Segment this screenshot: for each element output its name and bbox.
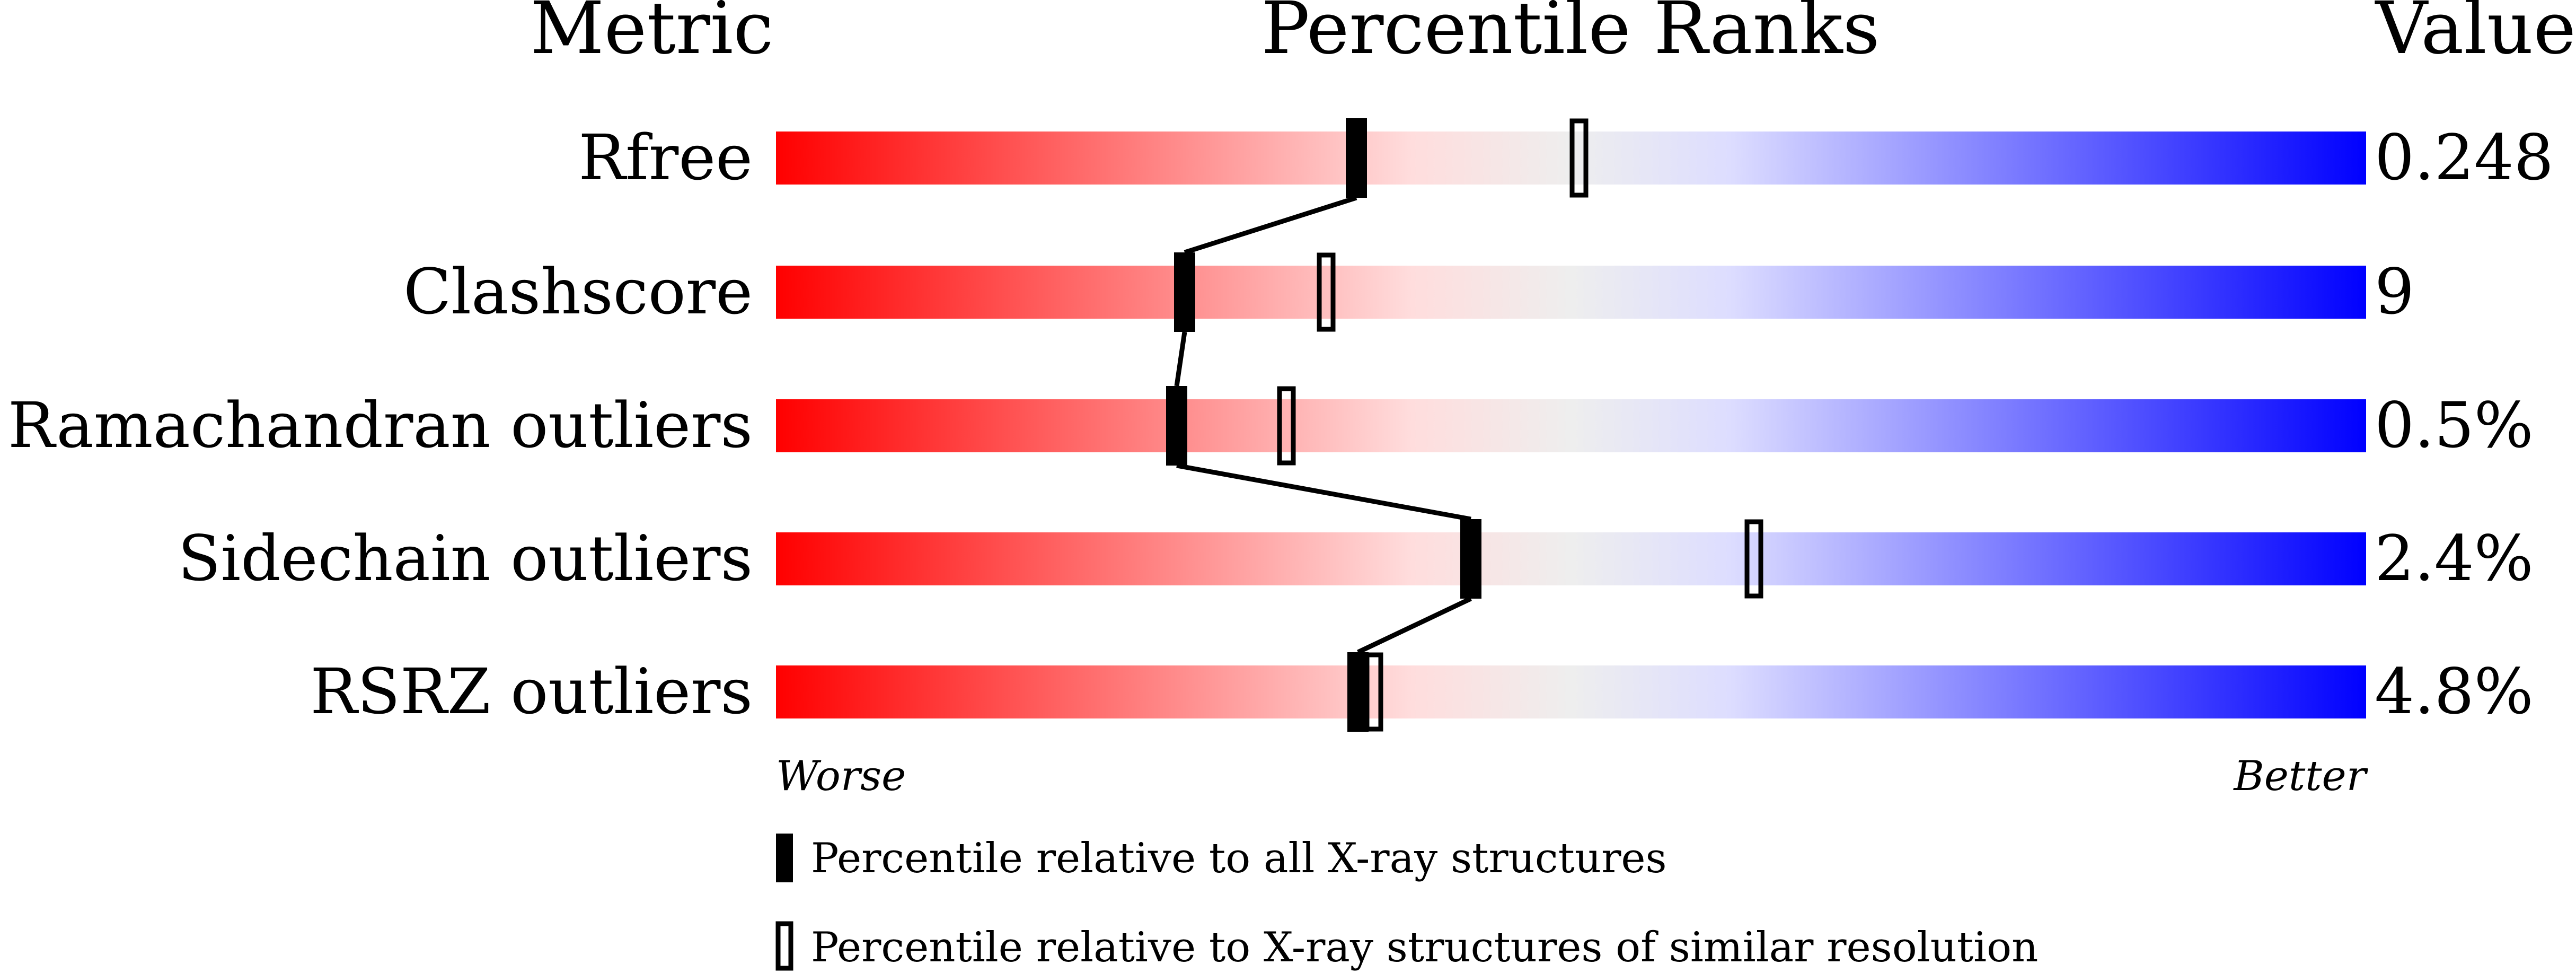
metric-value: 2.4% (2375, 522, 2534, 595)
marker-similar-resolution (1744, 519, 1763, 599)
marker-all-structures (1346, 118, 1367, 198)
metric-row: RSRZ outliers 4.8% (310, 652, 2534, 732)
metric-value: 4.8% (2375, 655, 2534, 728)
metric-label: Rfree (578, 121, 753, 194)
metric-value: 0.5% (2375, 389, 2534, 462)
metric-row: Clashscore 9 (403, 252, 2414, 332)
connector-line (1357, 596, 1472, 655)
header-value: Value (2375, 0, 2576, 71)
header-metric: Metric (530, 0, 773, 71)
header-percentile-ranks: Percentile Ranks (1261, 0, 1880, 71)
percentile-bar (776, 399, 2366, 452)
connector-line (1176, 463, 1471, 522)
percentile-bar (776, 266, 2366, 319)
marker-all-structures (1347, 652, 1369, 732)
metric-row: Sidechain outliers 2.4% (178, 519, 2534, 599)
connector-line (1184, 195, 1357, 255)
marker-all-structures (1460, 519, 1481, 599)
percentile-bar (776, 532, 2366, 585)
metric-row: Ramachandran outliers 0.5% (8, 386, 2534, 466)
legend-marker-similar (775, 921, 793, 971)
metric-row: Rfree 0.248 (578, 118, 2554, 198)
metric-label: Clashscore (403, 255, 753, 328)
legend-label-similar: Percentile relative to X-ray structures … (811, 924, 2038, 971)
axis-label-worse: Worse (776, 752, 906, 800)
metric-value: 9 (2375, 255, 2414, 328)
percentile-bar (776, 665, 2366, 718)
metric-label: Sidechain outliers (178, 522, 753, 595)
legend-label-all: Percentile relative to all X-ray structu… (811, 835, 1667, 882)
connector-line (1174, 331, 1187, 387)
marker-similar-resolution (1317, 252, 1336, 332)
axis-label-better: Better (2233, 752, 2368, 800)
marker-similar-resolution (1569, 118, 1589, 198)
metric-value: 0.248 (2375, 121, 2554, 194)
marker-similar-resolution (1277, 386, 1296, 466)
metric-label: Ramachandran outliers (8, 389, 753, 462)
marker-all-structures (1174, 252, 1195, 332)
marker-all-structures (1166, 386, 1187, 466)
legend-marker-all (776, 834, 793, 882)
metric-label: RSRZ outliers (310, 655, 753, 728)
